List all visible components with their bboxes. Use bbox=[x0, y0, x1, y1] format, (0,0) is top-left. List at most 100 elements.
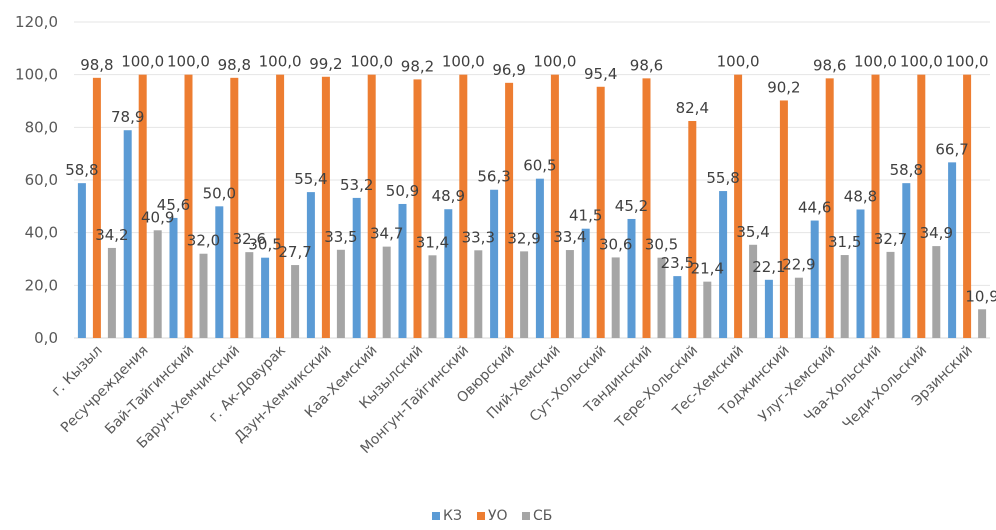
data-label: 98,6 bbox=[630, 56, 663, 74]
data-labels: 58,8 98,8 34,2 78,9 100,0 40,945,6 100,0 32,0 50… bbox=[65, 53, 996, 306]
bar-sb bbox=[978, 309, 987, 338]
bar-sb bbox=[703, 281, 712, 338]
bar-uo bbox=[505, 82, 514, 338]
bar-kz bbox=[169, 217, 178, 338]
bar-kz bbox=[719, 191, 728, 338]
bar-kz bbox=[444, 209, 453, 338]
bar-sb bbox=[657, 257, 666, 338]
bar-uo bbox=[871, 74, 880, 339]
category-labels: г. КызылРесучрежденияБай-ТайгинскийБарун… bbox=[49, 343, 976, 457]
data-label: 60,5 bbox=[523, 157, 556, 175]
data-label: 34,7 bbox=[370, 225, 403, 243]
data-label: 34,2 bbox=[95, 226, 128, 244]
data-label: 100,0 bbox=[167, 53, 210, 71]
bar-uo bbox=[779, 100, 788, 339]
bar-uo bbox=[92, 77, 101, 339]
legend-label: КЗ bbox=[443, 508, 462, 524]
bar-sb bbox=[199, 253, 208, 338]
category-label: Ресучреждения bbox=[58, 343, 152, 437]
y-tick-label: 0,0 bbox=[34, 329, 58, 347]
bar-sb bbox=[840, 255, 849, 338]
data-label: 33,5 bbox=[324, 228, 357, 246]
bar-sb bbox=[336, 249, 345, 338]
data-label: 45,6 bbox=[157, 196, 190, 214]
legend-label: СБ bbox=[533, 508, 552, 524]
data-label: 33,4 bbox=[553, 228, 586, 246]
bar-uo bbox=[413, 79, 422, 338]
bar-kz bbox=[352, 197, 361, 338]
bar-sb bbox=[107, 247, 116, 338]
data-label: 82,4 bbox=[676, 99, 709, 117]
bar-uo bbox=[963, 74, 972, 339]
bar-kz bbox=[490, 189, 499, 338]
bar-sb bbox=[749, 244, 758, 338]
bar-sb bbox=[565, 250, 574, 338]
data-label: 53,2 bbox=[340, 176, 373, 194]
data-label: 44,6 bbox=[798, 199, 831, 217]
bar-uo bbox=[230, 77, 239, 339]
data-label: 40,9 bbox=[141, 208, 174, 226]
gridlines bbox=[74, 21, 990, 339]
data-label: 33,3 bbox=[462, 228, 495, 246]
data-label: 100,0 bbox=[259, 53, 302, 71]
data-label: 41,5 bbox=[569, 207, 602, 225]
data-label: 66,7 bbox=[935, 140, 968, 158]
data-label: 30,6 bbox=[599, 235, 632, 253]
bar-uo bbox=[825, 78, 834, 338]
data-label: 100,0 bbox=[533, 53, 576, 71]
data-label: 45,2 bbox=[615, 197, 648, 215]
bar-uo bbox=[550, 74, 559, 339]
bar-kz bbox=[535, 178, 544, 338]
bar-kz bbox=[627, 218, 636, 338]
category-label: Тере-Хольский bbox=[612, 343, 701, 432]
data-label: 96,9 bbox=[492, 61, 525, 79]
legend-label: УО bbox=[488, 508, 508, 524]
data-label: 98,8 bbox=[80, 56, 113, 74]
bar-uo bbox=[734, 74, 743, 339]
data-label: 21,4 bbox=[691, 260, 724, 278]
data-label: 98,2 bbox=[401, 57, 434, 75]
legend-swatch bbox=[477, 512, 485, 520]
bar-sb bbox=[794, 277, 803, 338]
bar-uo bbox=[138, 74, 147, 339]
bar-kz bbox=[902, 183, 911, 338]
legend-swatch bbox=[432, 512, 440, 520]
data-label: 31,4 bbox=[416, 233, 449, 251]
bar-sb bbox=[932, 246, 941, 338]
y-tick-label: 40,0 bbox=[25, 224, 58, 242]
data-label: 55,4 bbox=[294, 170, 327, 188]
data-label: 32,6 bbox=[233, 230, 266, 248]
data-label: 100,0 bbox=[946, 53, 989, 71]
data-label: 34,9 bbox=[920, 224, 953, 242]
bar-uo bbox=[184, 74, 193, 339]
bar-uo bbox=[642, 78, 651, 338]
data-label: 58,8 bbox=[890, 161, 923, 179]
bar-kz bbox=[215, 206, 224, 338]
bar-kz bbox=[306, 192, 315, 338]
bar-uo bbox=[276, 74, 285, 339]
bar-sb bbox=[520, 251, 529, 338]
y-tick-label: 20,0 bbox=[25, 276, 58, 294]
y-tick-label: 120,0 bbox=[15, 13, 58, 31]
bar-sb bbox=[245, 252, 254, 338]
bar-kz bbox=[398, 203, 407, 338]
data-label: 30,5 bbox=[645, 236, 678, 254]
data-label: 31,5 bbox=[828, 233, 861, 251]
data-label: 32,0 bbox=[187, 232, 220, 250]
y-tick-label: 80,0 bbox=[25, 118, 58, 136]
data-label: 50,9 bbox=[386, 182, 419, 200]
data-label: 35,4 bbox=[736, 223, 769, 241]
bar-kz bbox=[77, 183, 86, 338]
data-label: 48,8 bbox=[844, 187, 877, 205]
data-label: 58,8 bbox=[65, 161, 98, 179]
data-label: 32,7 bbox=[874, 230, 907, 248]
bar-kz bbox=[673, 276, 682, 338]
bar-uo bbox=[596, 86, 605, 338]
data-label: 100,0 bbox=[717, 53, 760, 71]
bar-kz bbox=[856, 209, 865, 338]
data-label: 100,0 bbox=[442, 53, 485, 71]
y-tick-label: 100,0 bbox=[15, 66, 58, 84]
bar-sb bbox=[153, 230, 162, 338]
data-label: 100,0 bbox=[854, 53, 897, 71]
bars bbox=[77, 74, 987, 339]
